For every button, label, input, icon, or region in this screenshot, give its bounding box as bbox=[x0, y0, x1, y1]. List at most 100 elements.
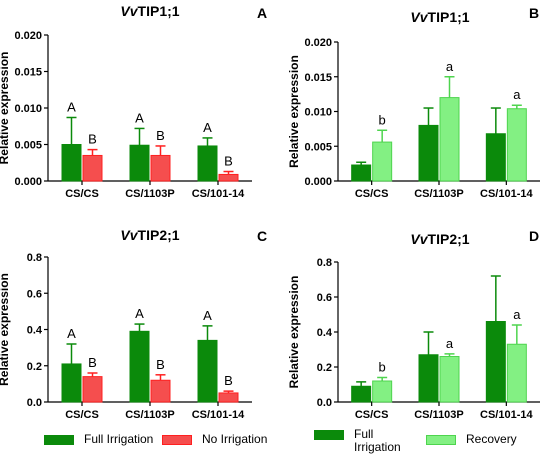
bar bbox=[418, 124, 439, 182]
x-tick-label: CS/101-14 bbox=[192, 409, 245, 421]
bar bbox=[197, 145, 218, 182]
y-tick-label: 0.2 bbox=[317, 362, 332, 374]
y-tick-label: 0.4 bbox=[317, 327, 333, 339]
panel-title: VvTIP1;1 bbox=[120, 3, 179, 19]
legend-swatch-no-irrigation bbox=[162, 434, 192, 445]
y-axis-label: Relative expression bbox=[287, 55, 301, 168]
x-tick-label: CS/1103P bbox=[125, 188, 175, 200]
significance-label: B bbox=[224, 373, 233, 388]
significance-label: A bbox=[135, 306, 144, 321]
bar bbox=[129, 144, 150, 182]
y-tick-label: 0.6 bbox=[27, 288, 42, 300]
y-tick-label: 0.015 bbox=[304, 72, 332, 84]
panel-title-suffix: TIP2;1 bbox=[428, 231, 470, 247]
panel-letter: C bbox=[257, 228, 267, 244]
panel-letter: D bbox=[529, 228, 539, 244]
legend-swatch-recovery bbox=[426, 434, 456, 445]
y-axis-label: Relative expression bbox=[287, 276, 301, 389]
legend-item-full-irrigation-right: Full Irrigation bbox=[314, 428, 401, 454]
bar bbox=[82, 154, 103, 182]
y-axis-label: Relative expression bbox=[0, 52, 11, 165]
bar bbox=[351, 385, 372, 403]
bar bbox=[150, 154, 171, 182]
y-tick-label: 0.8 bbox=[27, 252, 42, 264]
bar bbox=[418, 354, 439, 403]
bar bbox=[485, 133, 506, 182]
panel-letter: A bbox=[257, 5, 267, 21]
significance-label: B bbox=[156, 128, 165, 143]
panel-letter: B bbox=[529, 5, 539, 21]
significance-label: B bbox=[88, 132, 97, 147]
panel-title-prefix: Vv bbox=[120, 3, 138, 19]
bar bbox=[506, 343, 527, 403]
y-tick-label: 0.0 bbox=[317, 397, 332, 409]
bar bbox=[439, 356, 460, 403]
bar bbox=[61, 144, 82, 182]
bar bbox=[61, 363, 82, 403]
y-tick-label: 0.020 bbox=[304, 37, 332, 49]
bar bbox=[439, 97, 460, 182]
significance-label: B bbox=[88, 355, 97, 370]
bar bbox=[372, 380, 393, 403]
legend-label-recovery: Recovery bbox=[466, 432, 517, 446]
legend-swatch-full-irrigation-right bbox=[314, 430, 344, 440]
panel-title: VvTIP2;1 bbox=[120, 227, 179, 243]
x-tick-label: CS/CS bbox=[65, 409, 99, 421]
bar bbox=[351, 164, 372, 182]
y-tick-label: 0.020 bbox=[14, 30, 42, 42]
y-axis-label: Relative expression bbox=[0, 273, 11, 386]
x-tick-label: CS/1103P bbox=[414, 409, 464, 421]
significance-label: A bbox=[67, 99, 76, 114]
significance-label: A bbox=[67, 326, 76, 341]
significance-label: A bbox=[203, 308, 212, 323]
y-tick-label: 0.4 bbox=[27, 325, 43, 337]
legend-swatch-full-irrigation bbox=[44, 434, 74, 445]
legend-item-recovery: Recovery bbox=[426, 433, 517, 446]
bar bbox=[218, 392, 239, 403]
panel-d: VvTIP2;1 D Relative expression 0.0 0.2 0.4 0.6… bbox=[287, 228, 540, 421]
legend-label-full-line1: Full bbox=[354, 427, 374, 441]
panel-title: VvTIP1;1 bbox=[410, 9, 469, 25]
y-tick-label: 0.6 bbox=[317, 292, 332, 304]
significance-label: b bbox=[379, 112, 386, 127]
panel-c: VvTIP2;1 C Relative expression 0.0 0.2 0.4 0.6… bbox=[0, 227, 267, 421]
panel-title-suffix: TIP1;1 bbox=[138, 3, 180, 19]
significance-label: b bbox=[379, 360, 386, 375]
panel-title: VvTIP2;1 bbox=[410, 231, 469, 247]
y-tick-label: 0.010 bbox=[14, 103, 42, 115]
y-tick-label: 0.8 bbox=[317, 257, 332, 269]
bar bbox=[82, 376, 103, 403]
significance-label: B bbox=[156, 357, 165, 372]
x-tick-label: CS/1103P bbox=[125, 409, 175, 421]
significance-label: a bbox=[513, 87, 521, 102]
significance-label: A bbox=[135, 110, 144, 125]
y-tick-label: 0.005 bbox=[304, 141, 332, 153]
panel-title-prefix: Vv bbox=[410, 231, 428, 247]
x-tick-label: CS/101-14 bbox=[480, 188, 533, 200]
significance-label: B bbox=[224, 154, 233, 169]
legend-label-full-line2: Irrigation bbox=[354, 440, 401, 454]
panel-title-prefix: Vv bbox=[120, 227, 138, 243]
legend-label-full-irrigation-right: Full Irrigation bbox=[354, 428, 401, 454]
y-tick-label: 0.015 bbox=[14, 67, 42, 79]
y-tick-label: 0.000 bbox=[304, 176, 332, 188]
x-tick-label: CS/CS bbox=[355, 409, 389, 421]
bar bbox=[506, 108, 527, 182]
bar bbox=[197, 339, 218, 403]
legend-label-no-irrigation: No Irrigation bbox=[202, 432, 268, 446]
x-tick-label: CS/CS bbox=[65, 188, 99, 200]
y-tick-label: 0.0 bbox=[27, 397, 42, 409]
bar bbox=[150, 379, 171, 403]
y-tick-label: 0.005 bbox=[14, 140, 42, 152]
significance-label: a bbox=[446, 336, 454, 351]
y-tick-label: 0.010 bbox=[304, 107, 332, 119]
bar bbox=[218, 173, 239, 182]
legend-item-no-irrigation: No Irrigation bbox=[162, 433, 267, 446]
y-tick-label: 0.000 bbox=[14, 176, 42, 188]
panel-title-prefix: Vv bbox=[410, 9, 428, 25]
legend-label-full-irrigation: Full Irrigation bbox=[84, 432, 154, 446]
bar bbox=[372, 141, 393, 182]
